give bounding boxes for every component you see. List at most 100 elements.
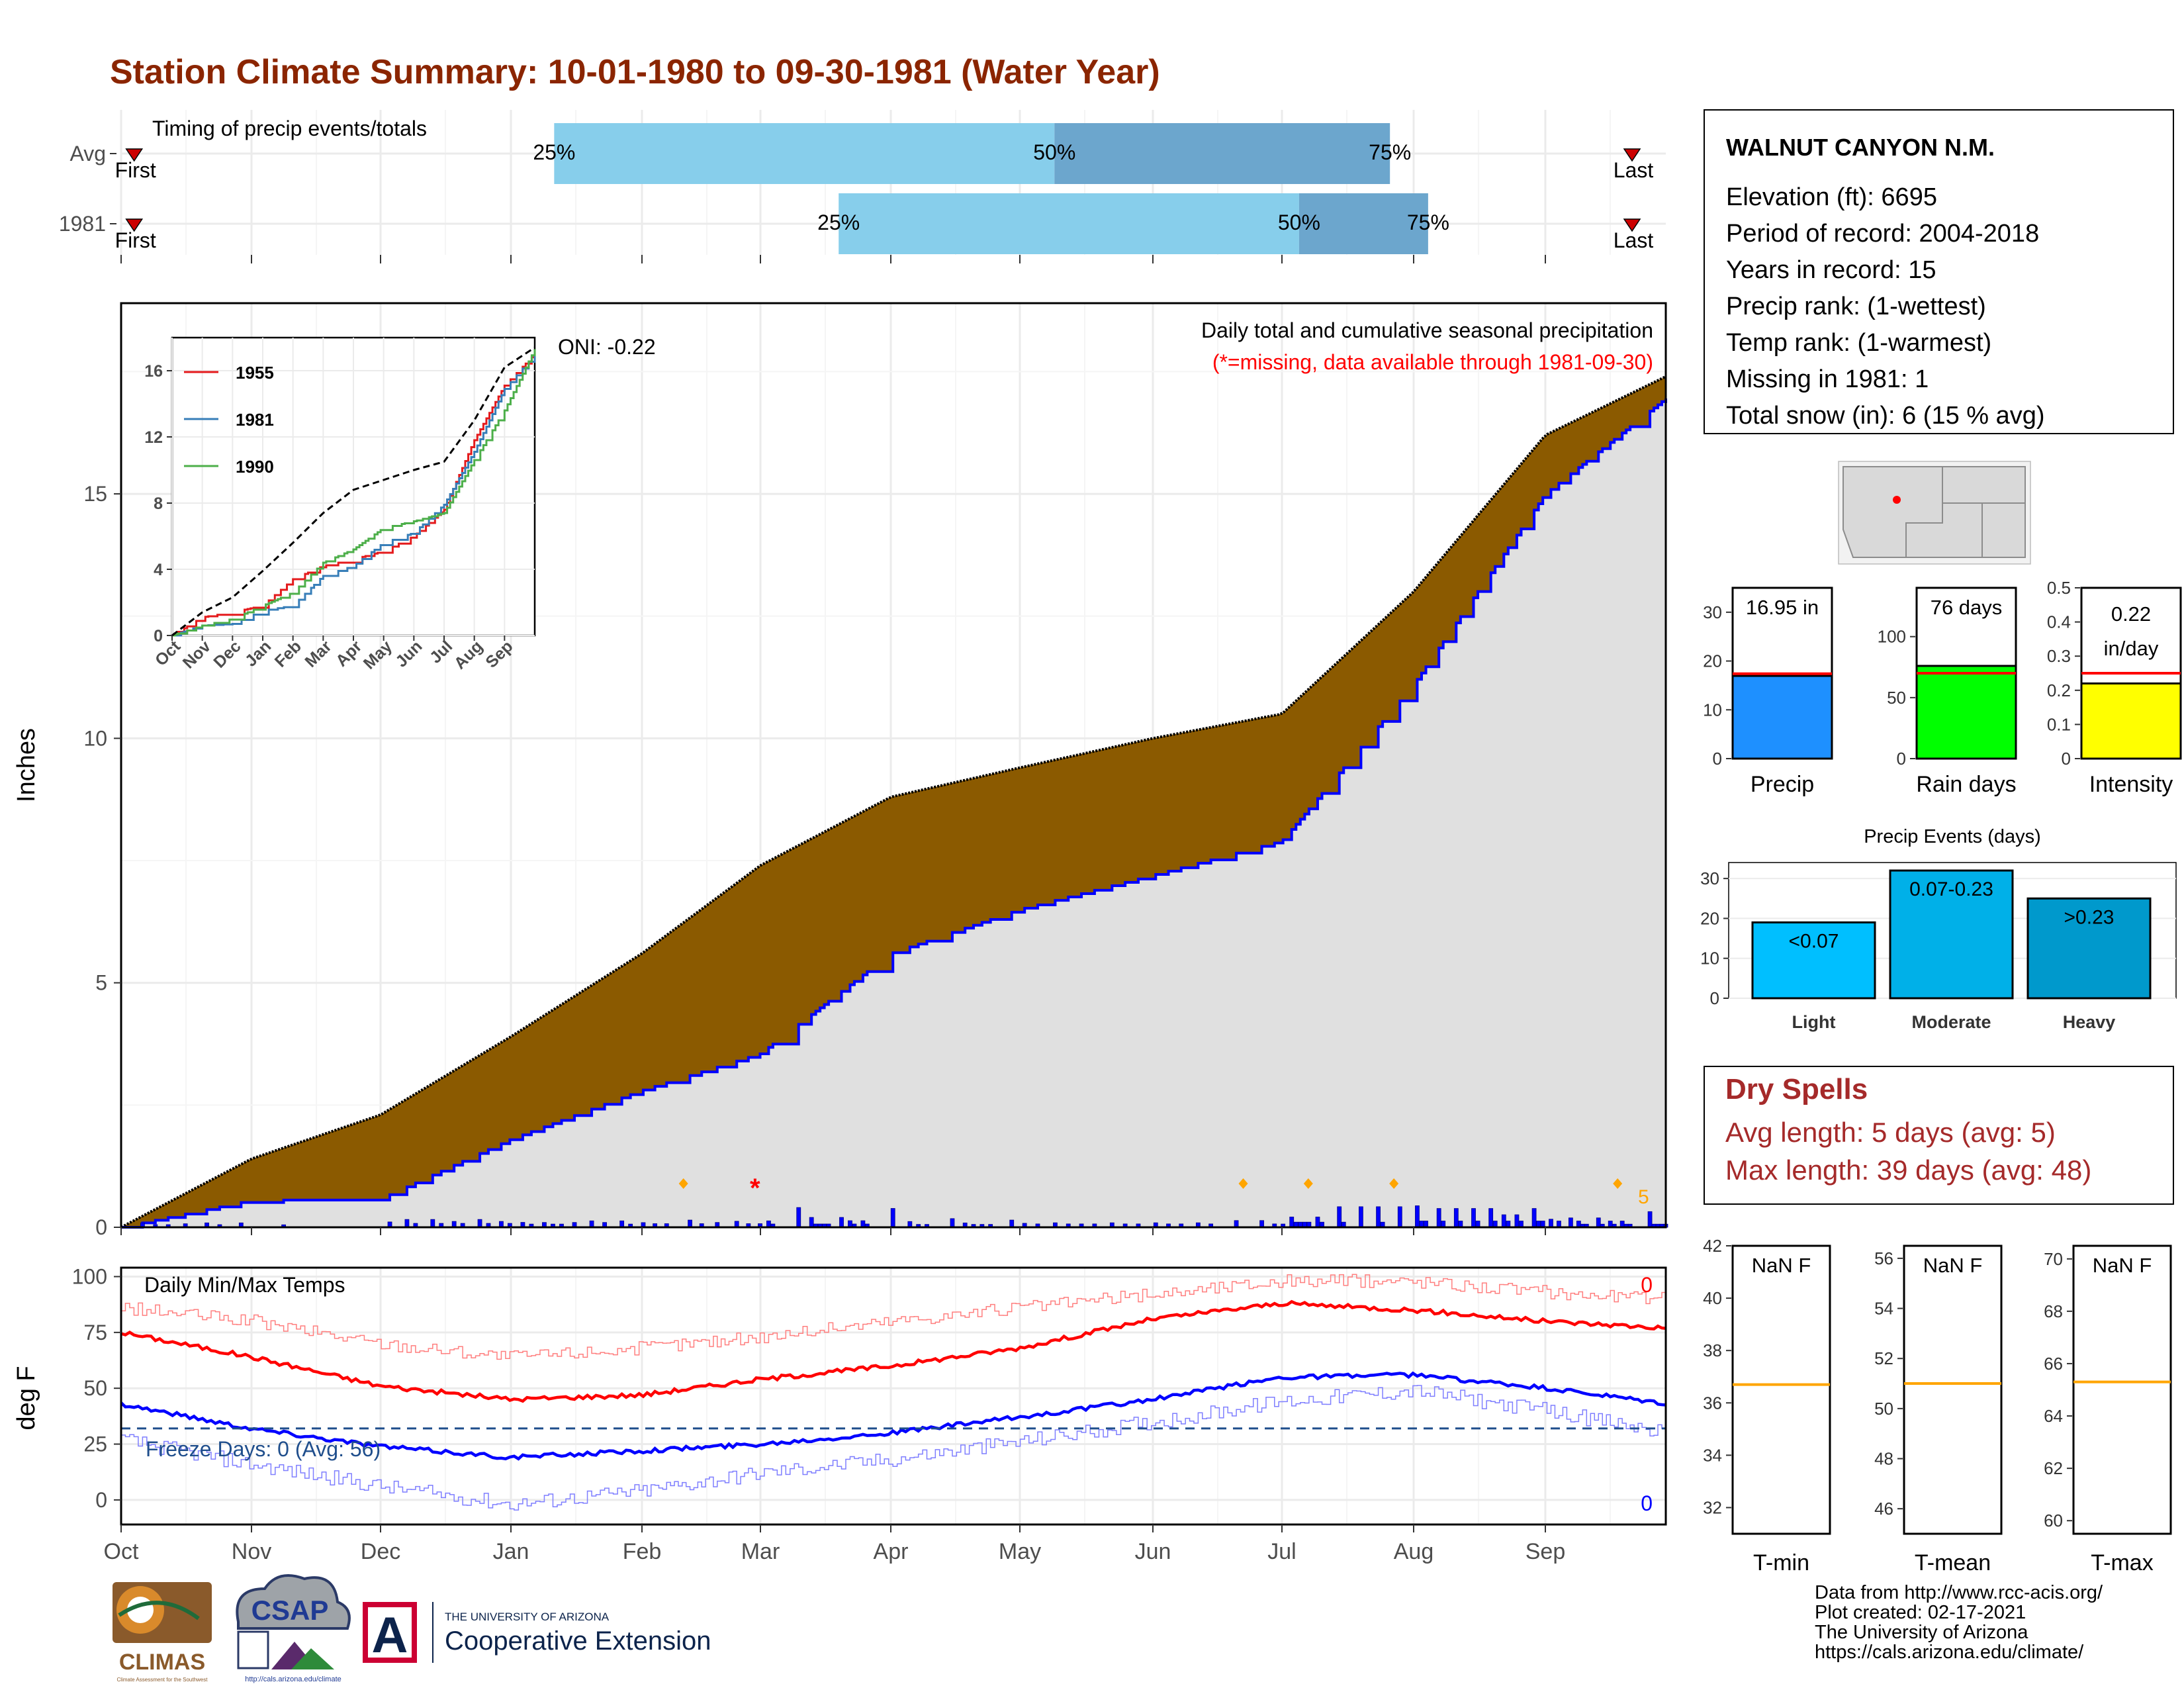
summary-bar-label: Precip — [1751, 772, 1814, 797]
climas-logo: CLIMAS Climate Assessment for the Southw… — [113, 1582, 212, 1683]
climas-subtitle: Climate Assessment for the Southwest — [117, 1677, 208, 1683]
timing-percentile-label: 25% — [533, 140, 575, 164]
inset-y-tick-label: 16 — [144, 362, 163, 381]
timing-row-label: 1981 — [59, 212, 106, 236]
month-label: Sep — [1525, 1539, 1566, 1564]
summary-bar-label: Rain days — [1916, 772, 2016, 797]
daily-precip-bar — [1337, 1206, 1342, 1228]
inset-y-tick-label: 8 — [154, 494, 163, 513]
snow-event-marker — [1303, 1178, 1313, 1189]
summary-y-tick-label: 0.1 — [2047, 714, 2071, 734]
first-label: First — [115, 158, 156, 182]
temp-line-avg_min — [120, 1371, 1666, 1461]
temp-box-y-tick-label: 64 — [2044, 1406, 2063, 1426]
timing-percentile-label: 75% — [1369, 140, 1411, 164]
daily-precip-bar — [1514, 1214, 1520, 1228]
snow-total-label: 5 — [1638, 1186, 1649, 1208]
missing-data-marker: * — [750, 1174, 760, 1203]
temp-summary-boxes: 32 34 36 38 40 42 NaN F T-min 46 48 50 52 54 56 NaN F T… — [1703, 1236, 2172, 1575]
last-label: Last — [1614, 158, 1654, 182]
daily-precip-bar — [688, 1219, 692, 1228]
summary-y-tick-label: 0.2 — [2047, 680, 2071, 700]
inset-y-tick-label: 4 — [154, 561, 163, 579]
temp-box-value: NaN F — [1752, 1254, 1811, 1277]
summary-y-tick-label: 30 — [1703, 602, 1722, 622]
daily-precip-bar — [1568, 1217, 1573, 1228]
inset-legend-label: 1955 — [236, 363, 274, 383]
timing-bar-25-50 — [839, 193, 1299, 254]
temp-box-value: NaN F — [2093, 1254, 2152, 1277]
precip-missing-note: (*=missing, data available through 1981-… — [1212, 350, 1653, 374]
events-y-tick-label: 20 — [1700, 908, 1719, 928]
summary-bar-value: 0.22 in/day — [2104, 602, 2159, 660]
inset-line-average — [171, 346, 535, 637]
daily-precip-bar — [1358, 1206, 1363, 1228]
daily-precip-bar — [1436, 1208, 1441, 1228]
station-info-box: WALNUT CANYON N.M. Elevation (ft): 6695 P… — [1704, 109, 2174, 434]
temp-y-tick-label: 0 — [95, 1488, 107, 1512]
temp-box-frame — [1731, 1244, 1831, 1535]
station-location-dot — [1893, 496, 1901, 504]
timing-bar-50-75 — [1054, 123, 1390, 184]
precip-plot-frame — [120, 302, 1667, 1229]
month-label: May — [999, 1539, 1041, 1564]
daily-precip-bar — [809, 1217, 814, 1228]
inset-legend-label: 1990 — [236, 457, 274, 477]
month-label: Apr — [874, 1539, 909, 1564]
daily-precip-bar — [1488, 1208, 1494, 1228]
temp-y-tick-label: 75 — [83, 1321, 107, 1344]
temp-line-avg_max — [120, 1299, 1666, 1403]
daily-precip-bar — [404, 1219, 410, 1228]
temp-box-y-tick-label: 60 — [2044, 1511, 2063, 1530]
summary-y-tick-label: 100 — [1878, 627, 1906, 647]
temp-box-y-tick-label: 70 — [2044, 1249, 2063, 1269]
events-y-tick-label: 30 — [1700, 868, 1719, 888]
temp-box-label: T-mean — [1915, 1550, 1991, 1575]
events-y-tick-label: 0 — [1710, 988, 1719, 1008]
temp-panel-title: Daily Min/Max Temps — [144, 1273, 345, 1297]
inset-line-1955 — [172, 356, 535, 637]
events-bar-label: Light — [1792, 1012, 1836, 1032]
credit-university: The University of Arizona — [1815, 1622, 2028, 1643]
month-label: Jun — [1135, 1539, 1171, 1564]
snow-event-marker — [1238, 1178, 1248, 1189]
summary-y-tick-label: 10 — [1703, 700, 1722, 720]
summary-bar-value: 16.95 in — [1746, 596, 1819, 619]
temp-box-y-tick-label: 52 — [1874, 1348, 1893, 1368]
temp-box-y-tick-label: 46 — [1874, 1499, 1893, 1519]
daily-precip-bar — [1596, 1217, 1601, 1228]
daily-precip-bar — [1397, 1206, 1402, 1228]
events-y-tick-label: 10 — [1700, 949, 1719, 968]
daily-precip-bar — [950, 1218, 955, 1228]
average-cumulative-line — [120, 375, 1666, 1229]
events-bar-label: Heavy — [2063, 1012, 2116, 1032]
max-record-count: 0 — [1641, 1273, 1653, 1297]
credit-url: https://cals.arizona.edu/climate/ — [1815, 1642, 2084, 1663]
ua-logo: A THE UNIVERSITY OF ARIZONA Cooperative … — [363, 1602, 711, 1664]
timing-percentile-label: 75% — [1407, 211, 1449, 234]
month-label: Jan — [493, 1539, 529, 1564]
temp-line-record_max — [121, 1274, 1666, 1360]
timing-panel: Timing of precip events/totals 25% 50% 75%… — [59, 110, 1666, 263]
temp-box-y-tick-label: 32 — [1703, 1497, 1722, 1517]
precip-y-tick-label: 0 — [95, 1215, 107, 1239]
summary-bar-intensity — [2080, 682, 2182, 760]
temp-box-y-tick-label: 42 — [1703, 1236, 1722, 1256]
events-bar-range: <0.07 — [1789, 930, 1839, 952]
ua-big-text: Cooperative Extension — [445, 1626, 711, 1656]
csap-url: http://cals.arizona.edu/climate — [245, 1675, 341, 1683]
dry-spells-max: Max length: 39 days (avg: 48) — [1725, 1154, 2091, 1186]
daily-precip-bar — [839, 1217, 844, 1228]
temp-box-y-tick-label: 34 — [1703, 1445, 1722, 1465]
month-label: Dec — [361, 1539, 400, 1564]
daily-precip-bar — [1647, 1211, 1653, 1228]
inset-y-tick-label: 12 — [144, 428, 163, 447]
climas-wordmark: CLIMAS — [119, 1650, 205, 1675]
csap-wordmark: CSAP — [251, 1595, 329, 1626]
daily-precip-bar — [796, 1207, 801, 1228]
summary-y-tick-label: 20 — [1703, 651, 1722, 671]
daily-precip-bar — [1531, 1208, 1537, 1228]
month-label: Oct — [104, 1539, 139, 1564]
events-bar-range: >0.23 — [2064, 906, 2115, 928]
